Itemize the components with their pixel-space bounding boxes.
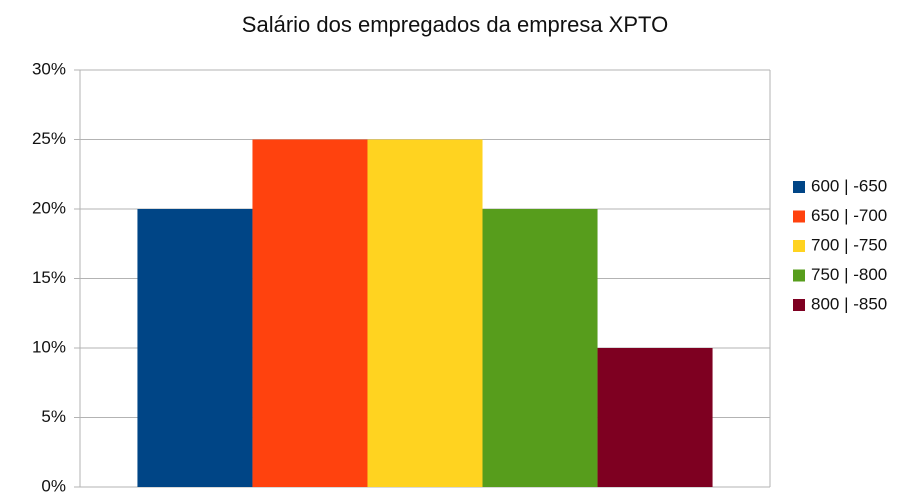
legend-swatch <box>793 181 805 193</box>
y-tick-label: 0% <box>41 476 66 493</box>
y-tick-label: 25% <box>32 129 66 148</box>
legend-label: 750 | -800 <box>811 265 887 284</box>
chart-title: Salário dos empregados da empresa XPTO <box>242 12 668 37</box>
legend-label: 700 | -750 <box>811 235 887 254</box>
legend-swatch <box>793 240 805 252</box>
legend-swatch <box>793 210 805 223</box>
bar <box>367 139 483 487</box>
bar <box>137 209 253 487</box>
bar <box>482 209 598 487</box>
y-tick-label: 15% <box>32 268 66 287</box>
y-tick-label: 5% <box>41 407 66 426</box>
bar <box>597 348 713 487</box>
legend-label: 800 | -850 <box>811 294 887 313</box>
bar <box>252 139 368 487</box>
legend-label: 600 | -650 <box>811 176 887 195</box>
y-tick-label: 20% <box>32 198 66 217</box>
legend-label: 650 | -700 <box>811 206 887 225</box>
y-tick-label: 10% <box>32 337 66 356</box>
legend-swatch <box>793 269 805 282</box>
y-tick-label: 30% <box>32 59 66 78</box>
legend-swatch <box>793 299 805 311</box>
